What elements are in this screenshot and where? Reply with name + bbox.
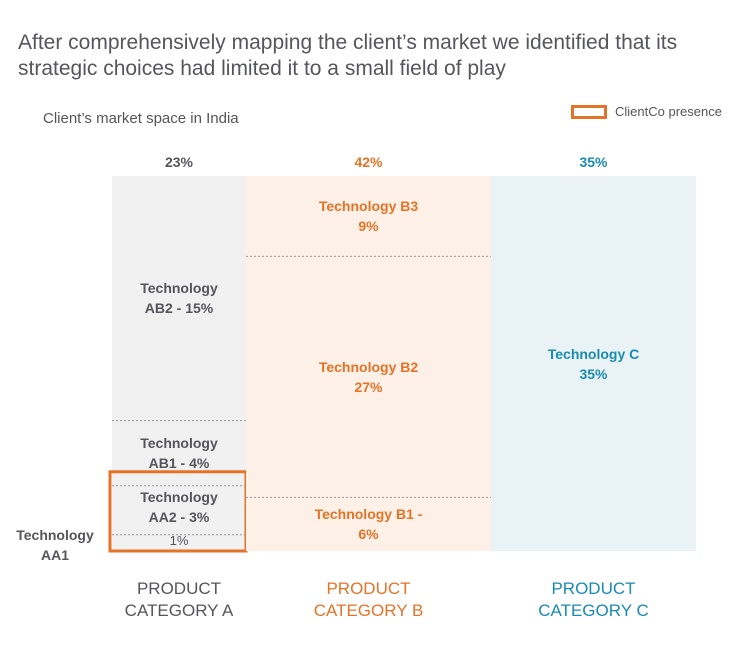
column-a-category-label: PRODUCT CATEGORY A (124, 579, 234, 620)
column-a-bg (112, 176, 246, 551)
headline: After comprehensively mapping the client… (18, 31, 678, 80)
chart-subtitle: Client’s market space in India (43, 110, 239, 127)
column-c-category-label: PRODUCT CATEGORY C (538, 579, 649, 620)
segment-label-technology-ab1: Technology AB1 - 4% (140, 435, 218, 472)
segment-value-technology-aa1: 1% (169, 532, 189, 548)
column-b-category-label: PRODUCT CATEGORY B (313, 579, 424, 620)
legend-swatch-clientco (571, 104, 607, 119)
column-b-share-label: 42% (354, 154, 383, 170)
segment-label-technology-b2: Technology B2 27% (318, 358, 419, 395)
segment-label-technology-aa2: Technology AA2 - 3% (140, 489, 218, 526)
segment-label-technology-b3: Technology B3 9% (318, 198, 419, 235)
column-a-share-label: 23% (164, 154, 194, 170)
legend-label: ClientCo presence (615, 104, 722, 119)
column-b-bg (246, 176, 491, 551)
segment-label-technology-b1: Technology B1 - 6% (314, 506, 423, 543)
segment-label-technology-c: Technology C 35% (547, 345, 640, 382)
column-c-share-label: 35% (579, 154, 608, 170)
segment-label-technology-ab2: Technology AB2 - 15% (140, 280, 218, 317)
column-c-bg (491, 176, 696, 551)
segment-label-technology-aa1: Technology AA1 (16, 527, 94, 563)
legend: ClientCo presence (571, 104, 722, 119)
